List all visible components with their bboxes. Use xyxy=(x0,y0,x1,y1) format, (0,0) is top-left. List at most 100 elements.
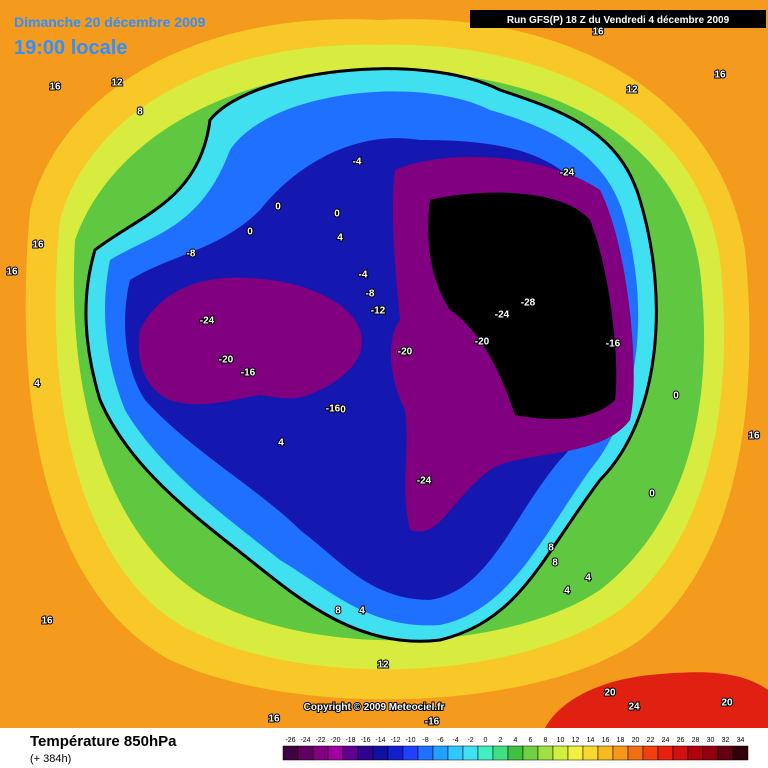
contour-label: 4 xyxy=(278,438,284,449)
contour-label: -24 xyxy=(417,476,432,487)
contour-label: 4 xyxy=(564,586,570,597)
legend-swatch xyxy=(582,745,599,761)
zone-purple-west xyxy=(138,277,362,405)
contour-label: -20 xyxy=(219,355,234,366)
legend-swatch xyxy=(402,745,419,761)
zone-red xyxy=(545,672,768,728)
contour-label: 16 xyxy=(592,27,604,38)
legend-label: 34 xyxy=(737,737,745,744)
legend-swatch xyxy=(477,745,494,761)
legend-swatch xyxy=(342,745,359,761)
legend-swatch xyxy=(372,745,389,761)
map-date: Dimanche 20 décembre 2009 xyxy=(14,14,206,30)
contour-label: 0 xyxy=(334,209,340,220)
contour-label: 4 xyxy=(337,233,343,244)
contour-label: 8 xyxy=(548,543,554,554)
contour-label: 16 xyxy=(6,267,18,278)
legend-label: -8 xyxy=(422,737,428,744)
legend-swatch xyxy=(492,745,509,761)
legend-swatch xyxy=(627,745,644,761)
copyright: Copyright © 2009 Meteociel.fr xyxy=(304,702,445,713)
legend-label: 10 xyxy=(557,737,565,744)
legend-swatch xyxy=(507,745,524,761)
legend-swatch xyxy=(717,745,734,761)
contour-label: 4 xyxy=(34,379,40,390)
legend-label: 24 xyxy=(662,737,670,744)
legend-swatch xyxy=(597,745,614,761)
legend-swatch xyxy=(642,745,659,761)
contour-label: -20 xyxy=(398,347,413,358)
legend-swatch xyxy=(552,745,569,761)
contour-label: 16 xyxy=(268,714,280,725)
contour-label: 16 xyxy=(41,616,53,627)
legend-label: -2 xyxy=(467,737,473,744)
contour-label: 12 xyxy=(111,78,123,89)
legend-swatch xyxy=(417,745,434,761)
contour-label: -8 xyxy=(187,249,196,260)
legend-label: 4 xyxy=(514,737,518,744)
contour-label: -20 xyxy=(475,337,490,348)
legend-label: -18 xyxy=(345,737,355,744)
legend-swatch xyxy=(282,745,299,761)
legend-label: -20 xyxy=(330,737,340,744)
legend-label: 16 xyxy=(602,737,610,744)
legend-swatch xyxy=(387,745,404,761)
contour-label: -8 xyxy=(366,289,375,300)
contour-label: 20 xyxy=(721,698,733,709)
legend-swatch xyxy=(567,745,584,761)
legend-swatch xyxy=(687,745,704,761)
contour-label: 0 xyxy=(649,489,655,500)
legend-swatch xyxy=(447,745,464,761)
contour-label: -24 xyxy=(495,310,510,321)
legend-label: -12 xyxy=(390,737,400,744)
legend-label: -4 xyxy=(452,737,458,744)
field-name: Température 850hPa xyxy=(30,733,177,750)
legend-label: -16 xyxy=(360,737,370,744)
legend-label: 26 xyxy=(677,737,685,744)
legend-swatch xyxy=(327,745,344,761)
contour-label: 0 xyxy=(673,391,679,402)
contour-label: 16 xyxy=(714,70,726,81)
contour-label: -28 xyxy=(521,298,536,309)
legend-label: 18 xyxy=(617,737,625,744)
legend-label: 12 xyxy=(572,737,580,744)
legend-swatch xyxy=(702,745,719,761)
contour-label: -16 xyxy=(241,368,256,379)
legend-swatch xyxy=(432,745,449,761)
legend-label: -14 xyxy=(375,737,385,744)
legend-swatch xyxy=(612,745,629,761)
legend-label: -22 xyxy=(315,737,325,744)
map-time: 19:00 locale xyxy=(14,37,127,59)
legend-label: -26 xyxy=(285,737,295,744)
contour-label: -4 xyxy=(359,270,368,281)
legend-label: 8 xyxy=(544,737,548,744)
contour-label: -24 xyxy=(560,168,575,179)
legend-swatch xyxy=(657,745,674,761)
contour-label: -24 xyxy=(200,316,215,327)
legend-swatch xyxy=(462,745,479,761)
contour-label: -16 xyxy=(425,717,440,728)
contour-label: 16 xyxy=(32,240,44,251)
contour-label: 8 xyxy=(552,558,558,569)
run-info: Run GFS(P) 18 Z du Vendredi 4 décembre 2… xyxy=(507,15,730,26)
contour-label: -16 xyxy=(326,404,341,415)
legend-label: 32 xyxy=(722,737,730,744)
contour-label: 12 xyxy=(626,85,638,96)
legend-label: 28 xyxy=(692,737,700,744)
legend-swatch xyxy=(672,745,689,761)
legend-label: 14 xyxy=(587,737,595,744)
contour-label: -12 xyxy=(371,306,386,317)
legend-label: 20 xyxy=(632,737,640,744)
legend-label: -24 xyxy=(300,737,310,744)
legend-label: -10 xyxy=(405,737,415,744)
lead-time: (+ 384h) xyxy=(30,753,71,765)
legend-label: 0 xyxy=(484,737,488,744)
contour-label: 0 xyxy=(340,405,346,416)
legend-swatch xyxy=(537,745,554,761)
contour-label: 20 xyxy=(604,688,616,699)
legend-label: 30 xyxy=(707,737,715,744)
legend-swatch xyxy=(312,745,329,761)
contour-label: 0 xyxy=(275,202,281,213)
contour-label: 16 xyxy=(49,82,61,93)
